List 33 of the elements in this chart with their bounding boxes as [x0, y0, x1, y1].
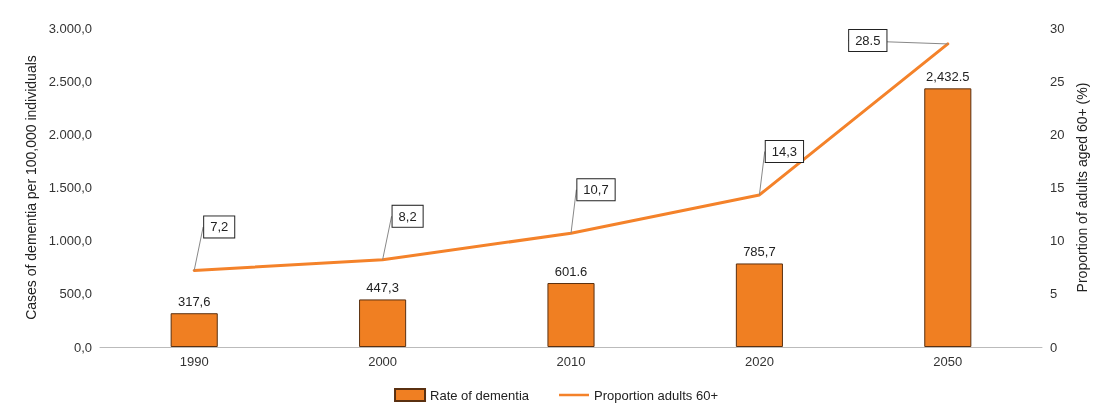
data-label: 447,3 — [366, 280, 399, 296]
x-tick-label: 2020 — [744, 354, 774, 369]
y-axis-title: Cases of dementia per 100,000 individuals — [22, 55, 39, 320]
y-tick-label: 1.500,0 — [48, 180, 92, 195]
x-tick-label: 2050 — [933, 354, 963, 369]
data-label: 601.6 — [554, 264, 588, 280]
data-label: 8,2 — [398, 208, 417, 224]
data-label: 785,7 — [743, 244, 776, 260]
y2-tick-label: 0 — [1050, 339, 1058, 355]
data-label: 14,3 — [771, 143, 798, 159]
y2-tick-label: 10 — [1050, 233, 1065, 249]
y2-tick-label: 25 — [1050, 73, 1065, 89]
data-label: 7,2 — [210, 219, 229, 235]
y2-tick-label: 15 — [1050, 180, 1065, 195]
y-tick-label: 3.000,0 — [48, 20, 92, 36]
y2-tick-label: 30 — [1050, 20, 1065, 36]
x-tick-label: 2010 — [556, 354, 586, 369]
data-label: 28.5 — [855, 32, 881, 48]
data-label: 2,432.5 — [926, 69, 970, 85]
y-tick-label: 500,0 — [59, 286, 92, 302]
y2-tick-label: 5 — [1050, 286, 1058, 302]
y2-tick-label: 20 — [1050, 126, 1065, 142]
y-tick-label: 2.000,0 — [48, 126, 92, 142]
y-tick-label: 0,0 — [73, 339, 92, 355]
y2-axis-title: Proportion of adults aged 60+ (%) — [1074, 82, 1091, 293]
y-tick-label: 1.000,0 — [48, 233, 92, 249]
y-tick-label: 2.500,0 — [48, 73, 92, 89]
data-label: 10,7 — [583, 182, 609, 198]
x-tick-label: 1990 — [179, 354, 209, 369]
legend-label: Proportion adults 60+ — [594, 387, 718, 403]
legend-label: Rate of dementia — [430, 387, 530, 403]
data-label: 317,6 — [177, 294, 211, 310]
x-tick-label: 2000 — [368, 354, 398, 369]
